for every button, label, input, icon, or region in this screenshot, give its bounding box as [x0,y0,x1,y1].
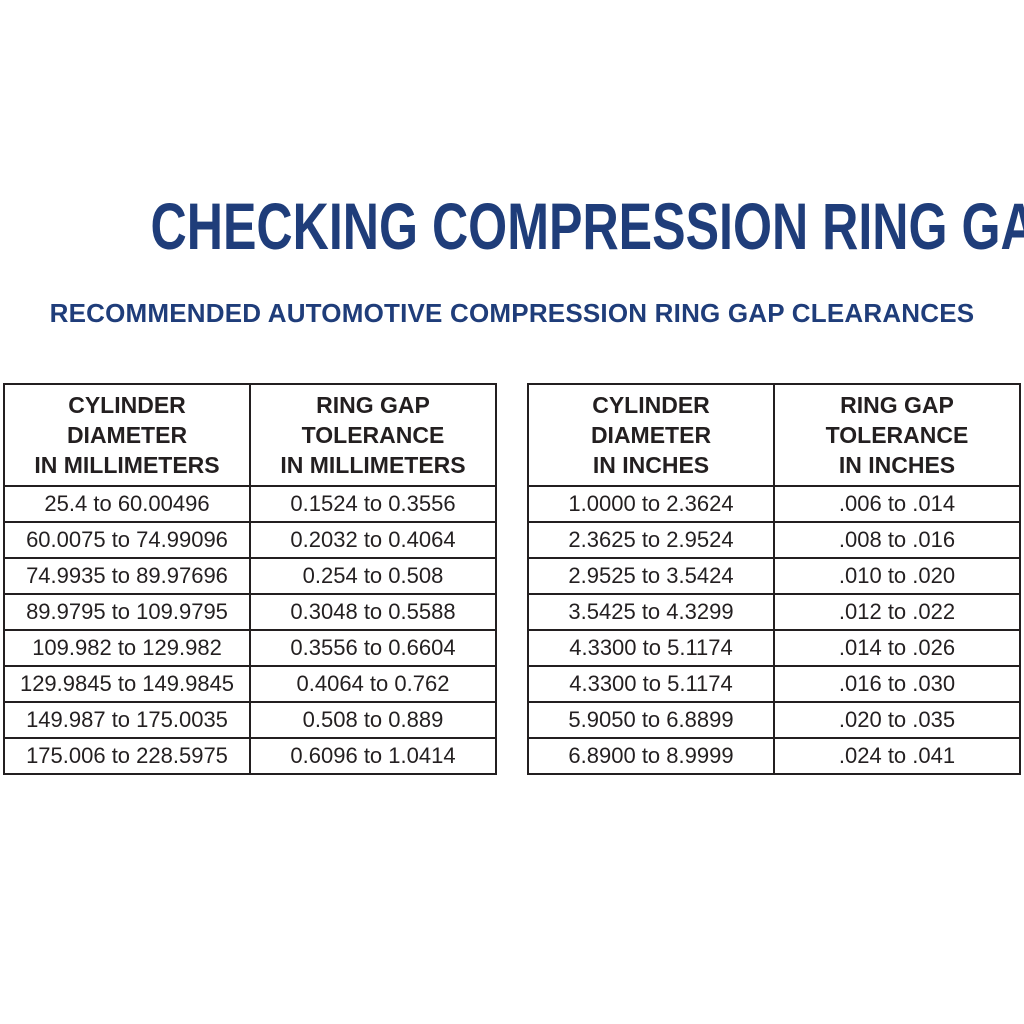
table-cell: 4.3300 to 5.1174 [527,629,775,667]
table-cell: 0.3048 to 0.5588 [249,593,497,631]
table-cell: 0.508 to 0.889 [249,701,497,739]
table-row: 2.9525 to 3.5424.010 to .020 [527,557,1021,595]
table-cell: 89.9795 to 109.9795 [3,593,251,631]
table-head-millimeters: CYLINDER DIAMETER IN MILLIMETERS RING GA… [3,383,497,487]
table-cell: 5.9050 to 6.8899 [527,701,775,739]
table-cell: 2.9525 to 3.5424 [527,557,775,595]
column-header-ring-gap-tolerance-mm: RING GAP TOLERANCE IN MILLIMETERS [249,383,497,487]
table-cell: 2.3625 to 2.9524 [527,521,775,559]
table-row: 6.8900 to 8.9999.024 to .041 [527,737,1021,775]
table-cell: .008 to .016 [773,521,1021,559]
table-cell: .010 to .020 [773,557,1021,595]
table-cell: 60.0075 to 74.99096 [3,521,251,559]
table-cell: 175.006 to 228.5975 [3,737,251,775]
table-header-row: CYLINDER DIAMETER IN INCHES RING GAP TOL… [527,383,1021,487]
table-cell: .020 to .035 [773,701,1021,739]
table-cell: 149.987 to 175.0035 [3,701,251,739]
table-cell: 0.3556 to 0.6604 [249,629,497,667]
table-row: 4.3300 to 5.1174.016 to .030 [527,665,1021,703]
table-head-inches: CYLINDER DIAMETER IN INCHES RING GAP TOL… [527,383,1021,487]
table-row: 4.3300 to 5.1174.014 to .026 [527,629,1021,667]
table-cell: .006 to .014 [773,485,1021,523]
table-row: 109.982 to 129.982 0.3556 to 0.6604 [3,629,497,667]
table-cell: 25.4 to 60.00496 [3,485,251,523]
table-cell: .014 to .026 [773,629,1021,667]
table-row: 74.9935 to 89.97696 0.254 to 0.508 [3,557,497,595]
tables-container: CYLINDER DIAMETER IN MILLIMETERS RING GA… [3,383,1021,775]
table-cell: .012 to .022 [773,593,1021,631]
page-title-text: CHECKING COMPRESSION RING GAPS [150,189,1024,263]
table-row: 175.006 to 228.5975 0.6096 to 1.0414 [3,737,497,775]
table-cell: 0.6096 to 1.0414 [249,737,497,775]
table-cell: 1.0000 to 2.3624 [527,485,775,523]
table-cell: 3.5425 to 4.3299 [527,593,775,631]
table-cell: 6.8900 to 8.9999 [527,737,775,775]
table-cell: 0.254 to 0.508 [249,557,497,595]
column-header-cylinder-diameter-mm: CYLINDER DIAMETER IN MILLIMETERS [3,383,251,487]
table-body-millimeters: 25.4 to 60.00496 0.1524 to 0.3556 60.0075 … [3,485,497,775]
table-cell: .016 to .030 [773,665,1021,703]
table-cell: 4.3300 to 5.1174 [527,665,775,703]
ring-gap-table-millimeters: CYLINDER DIAMETER IN MILLIMETERS RING GA… [3,383,497,775]
table-row: 2.3625 to 2.9524.008 to .016 [527,521,1021,559]
table-cell: 0.1524 to 0.3556 [249,485,497,523]
table-row: 89.9795 to 109.9795 0.3048 to 0.5588 [3,593,497,631]
table-header-row: CYLINDER DIAMETER IN MILLIMETERS RING GA… [3,383,497,487]
column-header-cylinder-diameter-in: CYLINDER DIAMETER IN INCHES [527,383,775,487]
table-row: 149.987 to 175.0035 0.508 to 0.889 [3,701,497,739]
page-title: CHECKING COMPRESSION RING GAPS [0,193,1024,259]
table-body-inches: 1.0000 to 2.3624.006 to .014 2.3625 to 2.… [527,485,1021,775]
table-row: 3.5425 to 4.3299.012 to .022 [527,593,1021,631]
table-cell: 109.982 to 129.982 [3,629,251,667]
document-page: CHECKING COMPRESSION RING GAPS RECOMMEND… [0,193,1024,775]
table-row: 5.9050 to 6.8899.020 to .035 [527,701,1021,739]
table-row: 60.0075 to 74.99096 0.2032 to 0.4064 [3,521,497,559]
column-header-ring-gap-tolerance-in: RING GAP TOLERANCE IN INCHES [773,383,1021,487]
ring-gap-table-inches: CYLINDER DIAMETER IN INCHES RING GAP TOL… [527,383,1021,775]
table-cell: 74.9935 to 89.97696 [3,557,251,595]
page-subtitle: RECOMMENDED AUTOMOTIVE COMPRESSION RING … [49,298,975,328]
table-cell: 129.9845 to 149.9845 [3,665,251,703]
table-cell: 0.4064 to 0.762 [249,665,497,703]
table-row: 25.4 to 60.00496 0.1524 to 0.3556 [3,485,497,523]
table-cell: .024 to .041 [773,737,1021,775]
table-cell: 0.2032 to 0.4064 [249,521,497,559]
table-row: 1.0000 to 2.3624.006 to .014 [527,485,1021,523]
table-row: 129.9845 to 149.9845 0.4064 to 0.762 [3,665,497,703]
